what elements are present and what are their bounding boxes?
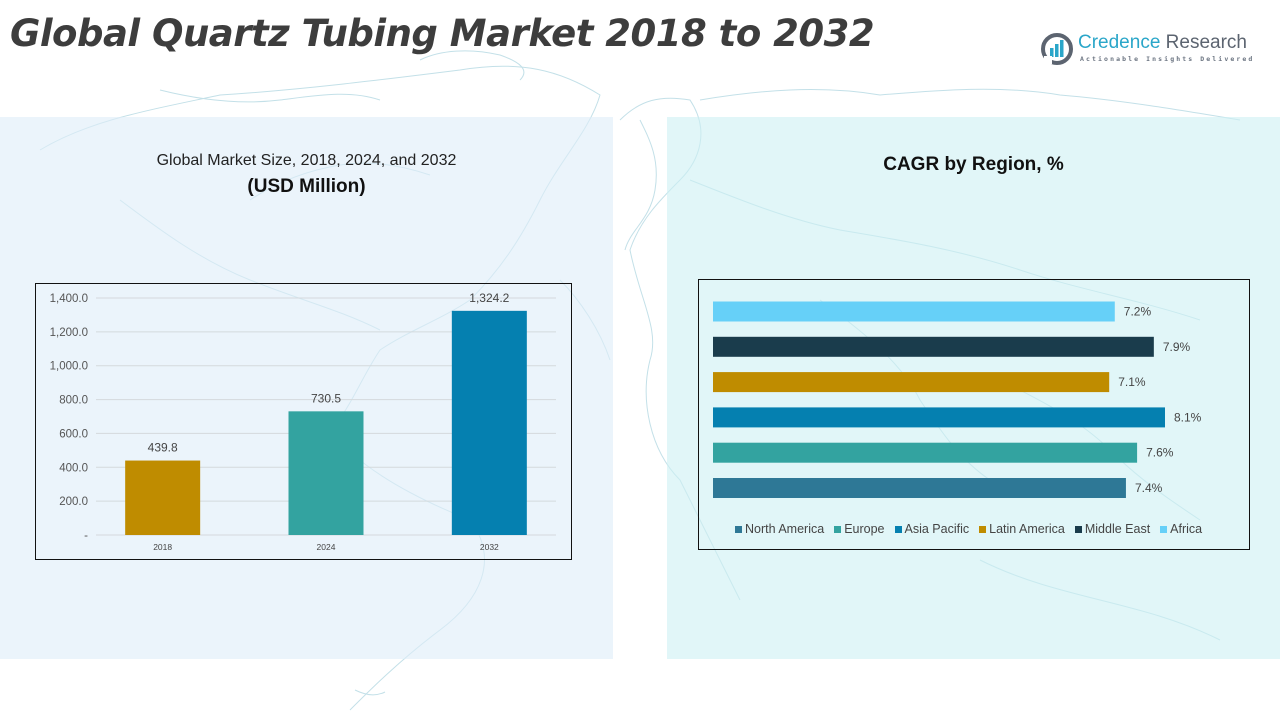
cagr-chart-title: CAGR by Region, % — [883, 154, 1064, 175]
bar-asia-pacific — [713, 407, 1165, 428]
legend-item: Middle East — [1074, 522, 1151, 536]
market-size-chart-subtitle: (USD Million) — [247, 176, 366, 197]
legend-item: North America — [735, 522, 824, 536]
page-title: Global Quartz Tubing Market 2018 to 2032 — [10, 12, 875, 55]
legend-label: Asia Pacific — [904, 522, 970, 536]
legend-swatch — [1074, 525, 1082, 533]
legend-swatch — [1160, 525, 1168, 533]
y-tick-label: 1,000.0 — [50, 361, 88, 373]
logo-name-part2: Research — [1160, 32, 1247, 53]
cagr-chart-svg: 7.4% 7.6% 8.1% 7.1% 7.9% 7.2% — [713, 301, 1202, 498]
y-tick-label: 800.0 — [59, 395, 88, 407]
legend-item: Africa — [1160, 522, 1202, 536]
logo-name-part1: Credence — [1078, 32, 1161, 53]
x-tick-label: 2032 — [480, 542, 499, 552]
bar-value-label: 7.2% — [1124, 305, 1152, 319]
legend-item: Latin America — [979, 522, 1065, 536]
legend-item: Asia Pacific — [894, 522, 970, 536]
bar-2018 — [125, 460, 201, 535]
bar-middle-east — [713, 336, 1154, 357]
bar-value-label: 8.1% — [1174, 410, 1202, 424]
bar-africa — [713, 301, 1115, 322]
legend-label: North America — [745, 522, 825, 536]
legend-swatch — [894, 525, 902, 533]
bar-value-label: 1,324.2 — [469, 291, 509, 305]
y-tick-label: 1,400.0 — [50, 293, 88, 305]
bar-value-label: 7.6% — [1146, 446, 1174, 460]
legend-swatch — [979, 525, 987, 533]
legend-label: Europe — [844, 522, 885, 536]
legend-label: Middle East — [1084, 522, 1151, 536]
bar-north-america — [713, 478, 1126, 498]
market-size-chart-title: Global Market Size, 2018, 2024, and 2032 — [156, 152, 457, 169]
y-tick-label: 600.0 — [59, 428, 88, 440]
cagr-legend: North America Europe Asia Pacific Latin Ame… — [735, 522, 1202, 536]
market-size-chart: - 200.0 400.0 600.0 800.0 1,000.0 1,200.0 1,400… — [35, 283, 572, 560]
bar-value-label: 439.8 — [148, 441, 178, 455]
x-tick-label: 2024 — [317, 542, 336, 552]
bar-value-label: 7.1% — [1118, 375, 1146, 389]
legend-label: Latin America — [989, 522, 1065, 536]
bar-europe — [713, 442, 1138, 463]
legend-item: Europe — [834, 522, 885, 536]
market-size-chart-svg: - 200.0 400.0 600.0 800.0 1,000.0 1,200.0 1,400… — [50, 291, 556, 552]
bar-value-label: 730.5 — [311, 391, 341, 405]
y-tick-label: 200.0 — [59, 496, 88, 508]
logo-name: Credence Research — [1078, 32, 1247, 54]
bar-value-label: 7.4% — [1135, 481, 1163, 495]
y-tick-label: 400.0 — [59, 462, 88, 474]
logo-tagline: Actionable Insights Delivered — [1080, 55, 1255, 63]
bar-2024 — [288, 411, 364, 535]
credence-research-logo: Credence Research Actionable Insights De… — [1040, 30, 1260, 70]
legend-label: Africa — [1170, 522, 1203, 536]
bar-latin-america — [713, 372, 1110, 393]
legend-swatch — [834, 525, 842, 533]
y-tick-label: 1,200.0 — [50, 327, 88, 339]
bar-2032 — [451, 310, 527, 535]
bar-chart-logo-icon — [1041, 33, 1073, 65]
legend-swatch — [735, 525, 742, 533]
x-tick-label: 2018 — [153, 542, 172, 552]
y-tick-label: - — [84, 530, 88, 542]
bar-value-label: 7.9% — [1163, 340, 1191, 354]
cagr-chart: 7.4% 7.6% 8.1% 7.1% 7.9% 7.2% — [698, 279, 1250, 550]
